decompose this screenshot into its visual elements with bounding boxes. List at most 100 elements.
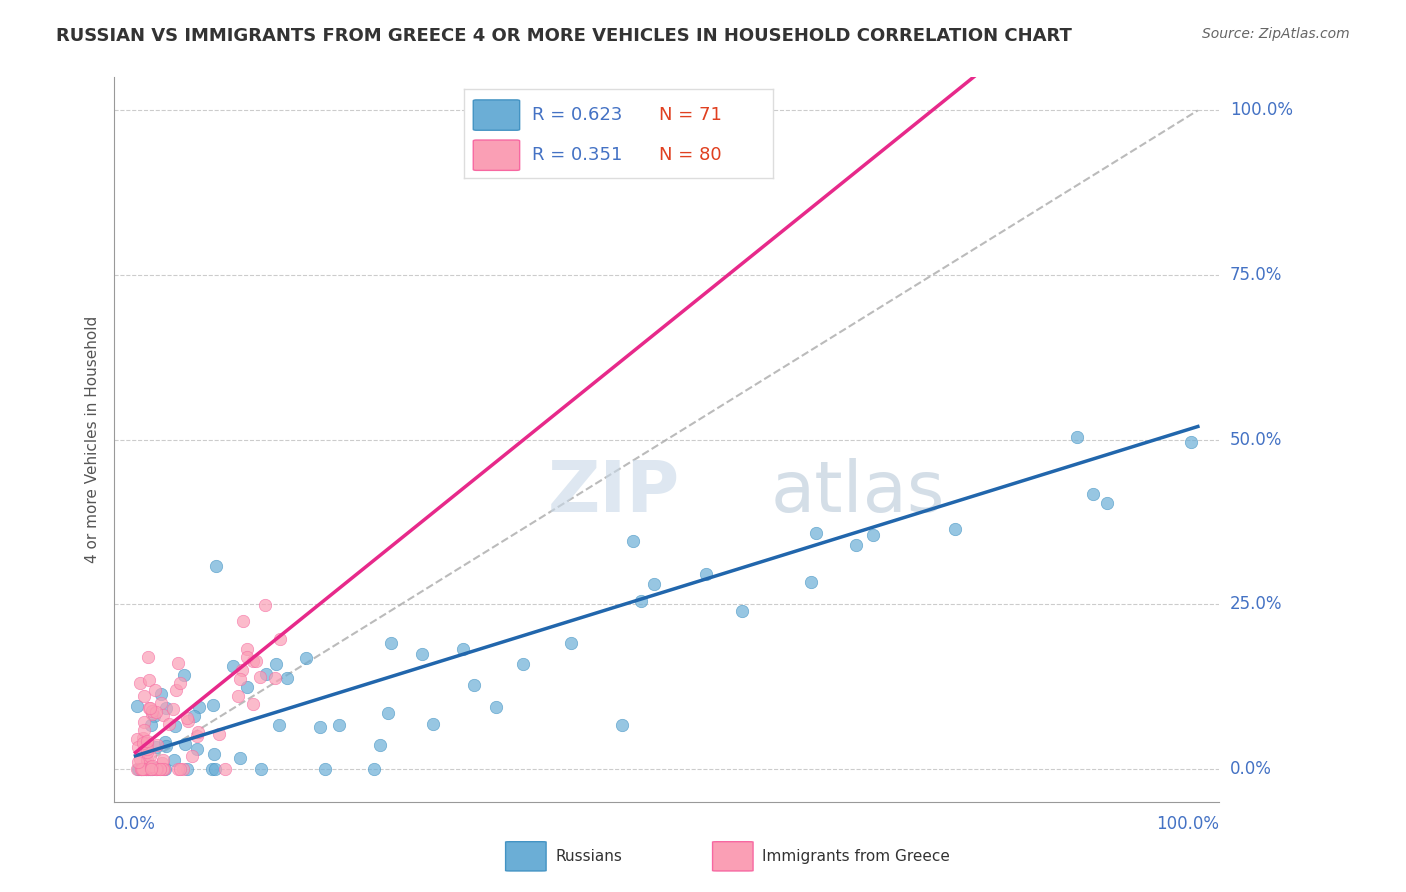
Point xyxy=(136,649,159,664)
Point xyxy=(172,762,194,776)
Point xyxy=(139,762,162,776)
Point xyxy=(157,716,180,731)
Point xyxy=(139,762,162,776)
Point xyxy=(1081,487,1104,501)
Point xyxy=(141,718,163,732)
Point xyxy=(363,762,385,776)
Point xyxy=(129,762,152,776)
Point xyxy=(254,666,277,681)
Point xyxy=(695,567,717,582)
Point xyxy=(167,657,190,671)
Point xyxy=(229,673,252,687)
Point xyxy=(187,700,209,714)
Point xyxy=(800,575,823,590)
Point xyxy=(152,753,174,767)
Text: R = 0.351: R = 0.351 xyxy=(531,146,623,164)
Point xyxy=(451,642,474,657)
Text: 100.0%: 100.0% xyxy=(1156,815,1219,833)
Point xyxy=(276,671,298,685)
Text: 0.0%: 0.0% xyxy=(114,815,156,833)
Point xyxy=(145,762,167,776)
Point xyxy=(136,762,159,776)
Point xyxy=(232,614,254,628)
Point xyxy=(214,762,236,776)
Point xyxy=(139,762,162,776)
Point xyxy=(139,760,162,774)
Point xyxy=(236,680,259,694)
Text: 25.0%: 25.0% xyxy=(1230,595,1282,614)
Point xyxy=(222,659,245,673)
Point xyxy=(145,762,167,776)
Point xyxy=(610,717,633,731)
Text: 75.0%: 75.0% xyxy=(1230,266,1282,284)
Point xyxy=(153,735,176,749)
Point xyxy=(134,689,156,703)
Point xyxy=(129,762,152,776)
Point xyxy=(804,525,827,540)
Point xyxy=(125,762,148,776)
Point xyxy=(141,707,163,722)
Point xyxy=(132,762,155,776)
Point xyxy=(269,632,291,647)
Point xyxy=(1180,435,1202,450)
Point xyxy=(411,647,433,661)
Point xyxy=(162,702,184,716)
Point xyxy=(155,739,177,753)
Point xyxy=(141,759,163,773)
Point xyxy=(135,762,157,776)
Point xyxy=(138,673,160,688)
Point xyxy=(149,696,172,710)
Point xyxy=(127,762,149,776)
Point xyxy=(328,718,350,732)
Point xyxy=(242,698,264,712)
Point xyxy=(136,736,159,750)
Point xyxy=(127,732,149,747)
Point xyxy=(145,740,167,755)
Point xyxy=(186,742,208,756)
Point xyxy=(152,762,174,776)
Text: 100.0%: 100.0% xyxy=(1230,102,1292,120)
Point xyxy=(149,687,172,701)
Point xyxy=(165,719,187,733)
Point xyxy=(181,748,204,763)
Y-axis label: 4 or more Vehicles in Household: 4 or more Vehicles in Household xyxy=(86,316,100,564)
Point xyxy=(422,717,444,731)
Point xyxy=(132,731,155,745)
Point xyxy=(643,577,665,591)
Point xyxy=(202,747,225,761)
Point xyxy=(136,762,159,776)
Point xyxy=(134,739,156,754)
Point xyxy=(143,682,166,697)
Text: ZIP: ZIP xyxy=(547,458,679,527)
Point xyxy=(131,762,153,776)
Point xyxy=(263,672,285,686)
Text: atlas: atlas xyxy=(770,458,945,527)
Text: R = 0.623: R = 0.623 xyxy=(531,106,623,124)
Point xyxy=(135,762,157,776)
Point xyxy=(862,528,884,542)
Point xyxy=(163,753,186,767)
Point xyxy=(264,657,287,672)
Point xyxy=(183,708,205,723)
Point xyxy=(153,762,176,776)
FancyBboxPatch shape xyxy=(506,842,546,871)
Point xyxy=(127,699,149,714)
FancyBboxPatch shape xyxy=(474,100,520,130)
Point xyxy=(134,742,156,756)
Point xyxy=(485,700,508,714)
Point xyxy=(139,749,162,764)
Point xyxy=(146,738,169,752)
Point xyxy=(269,718,291,732)
Point xyxy=(249,670,271,684)
Point xyxy=(142,761,165,775)
Point xyxy=(128,676,150,690)
Point xyxy=(128,762,150,776)
Point xyxy=(169,676,191,690)
Point xyxy=(943,522,966,536)
Point xyxy=(127,755,149,769)
Point xyxy=(132,736,155,750)
Point xyxy=(136,745,159,759)
Point xyxy=(173,668,195,682)
Point xyxy=(152,756,174,771)
Point xyxy=(309,720,332,734)
